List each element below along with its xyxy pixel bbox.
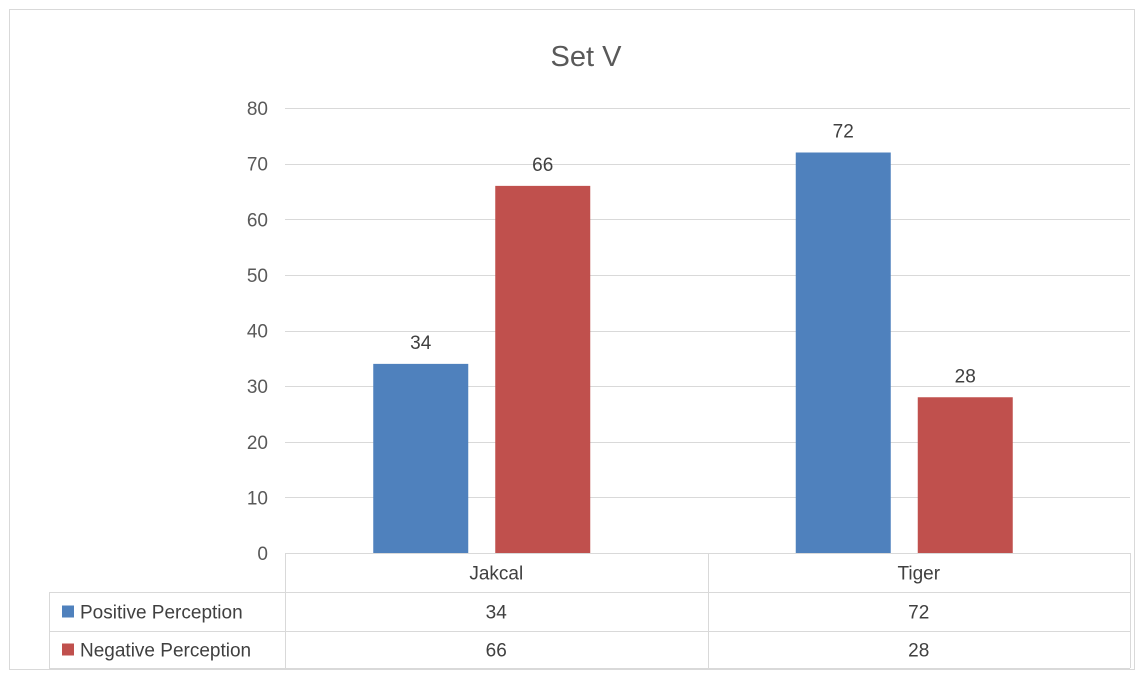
data-labels: 34 72 66 28 [410,122,976,388]
table-cell-value: 66 [486,641,507,662]
y-tick-label: 50 [247,266,268,287]
bar [795,152,891,553]
data-label: 66 [532,155,553,176]
chart-title: Set V [551,41,623,73]
data-label: 72 [833,122,854,143]
y-tick-label: 10 [247,488,268,509]
y-tick-label: 0 [257,544,268,565]
y-tick-label: 80 [247,99,268,120]
bars [373,152,1013,553]
y-tick-label: 40 [247,322,268,343]
x-tick-label: Tiger [897,564,940,585]
table-cell-value: 34 [486,603,508,624]
y-tick-label: 70 [247,155,268,176]
bar [917,397,1013,553]
legend-swatch [62,605,74,618]
y-tick-label: 60 [247,210,268,231]
y-tick-label: 30 [247,377,268,398]
table-cell-value: 72 [908,603,929,624]
legend-swatch [62,643,74,656]
x-tick-label: Jakcal [469,564,523,585]
y-tick-label: 20 [247,433,268,454]
legend-label: Negative Perception [80,641,251,662]
table-cell-value: 28 [908,641,929,662]
data-table: Jakcal Tiger Positive Perception 34 72 Negati… [49,553,1131,669]
y-axis-tick-labels: 0 10 20 30 40 50 60 70 80 [247,99,268,565]
bar [373,363,469,553]
bar [495,185,591,553]
legend-label: Positive Perception [80,603,243,624]
data-label: 34 [410,333,432,354]
data-label: 28 [955,366,976,387]
